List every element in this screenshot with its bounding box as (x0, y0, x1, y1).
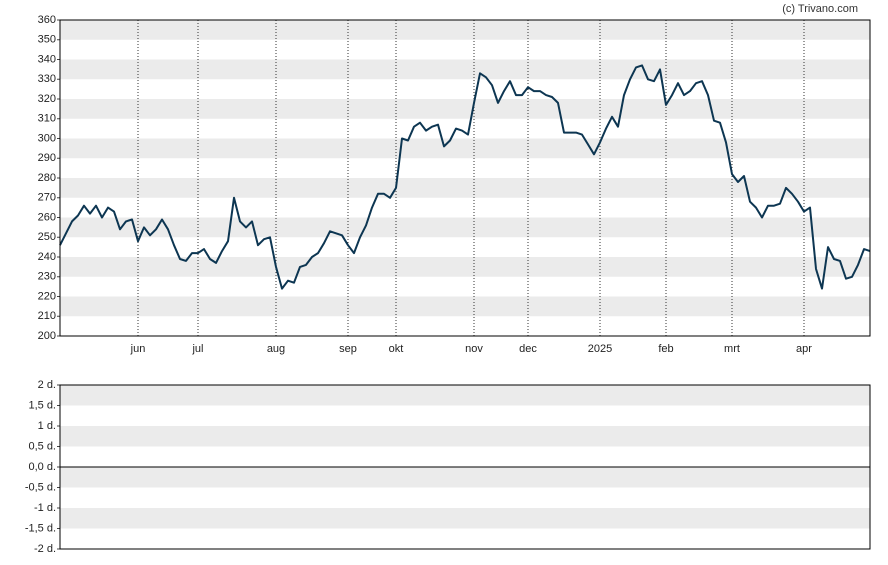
grid-band (60, 59, 870, 80)
grid-band (60, 217, 870, 238)
y-tick-label: 340 (38, 53, 56, 65)
x-tick-label: jun (130, 343, 146, 355)
x-tick-label: 2025 (588, 343, 612, 355)
y-tick-label: 310 (38, 113, 56, 125)
y-tick-label: 1 d. (38, 420, 56, 432)
x-tick-label: feb (658, 343, 673, 355)
x-tick-label: sep (339, 343, 357, 355)
y-tick-label: 2 d. (38, 379, 56, 391)
y-tick-label: 210 (38, 310, 56, 322)
x-tick-label: jul (191, 343, 203, 355)
grid-band (60, 257, 870, 277)
grid-band (60, 467, 870, 488)
grid-band (60, 99, 870, 119)
y-tick-label: 0,0 d. (28, 461, 56, 473)
y-tick-label: -0,5 d. (25, 481, 56, 493)
y-tick-label: -2 d. (34, 543, 56, 555)
y-tick-label: 300 (38, 132, 56, 144)
y-tick-label: 0,5 d. (28, 440, 56, 452)
x-tick-label: nov (465, 343, 483, 355)
y-tick-label: 270 (38, 192, 56, 204)
y-tick-label: 250 (38, 231, 56, 243)
y-tick-label: 240 (38, 251, 56, 263)
x-tick-label: okt (389, 343, 404, 355)
x-tick-label: mrt (724, 343, 740, 355)
x-tick-label: aug (267, 343, 285, 355)
grid-band (60, 426, 870, 447)
plot-frame (59, 19, 871, 337)
plot-frame (59, 384, 871, 550)
y-tick-label: -1 d. (34, 502, 56, 514)
y-tick-label: 280 (38, 172, 56, 184)
grid-band (60, 178, 870, 198)
x-tick-label: apr (796, 343, 812, 355)
grid-band (60, 508, 870, 529)
y-tick-label: 360 (38, 14, 56, 26)
grid-band (60, 20, 870, 40)
credit: (c) Trivano.com (782, 3, 858, 15)
y-tick-label: 260 (38, 211, 56, 223)
y-tick-label: 320 (38, 93, 56, 105)
y-tick-label: -1,5 d. (25, 522, 56, 534)
y-tick-label: 290 (38, 152, 56, 164)
y-tick-label: 230 (38, 271, 56, 283)
grid-band (60, 385, 870, 406)
y-tick-label: 1,5 d. (28, 399, 56, 411)
price-line (59, 64, 871, 290)
grid-band (60, 296, 870, 317)
y-tick-label: 350 (38, 34, 56, 46)
grid-band (60, 138, 870, 159)
y-tick-label: 330 (38, 73, 56, 85)
y-tick-label: 200 (38, 330, 56, 342)
y-tick-label: 220 (38, 290, 56, 302)
x-tick-label: dec (519, 343, 537, 355)
